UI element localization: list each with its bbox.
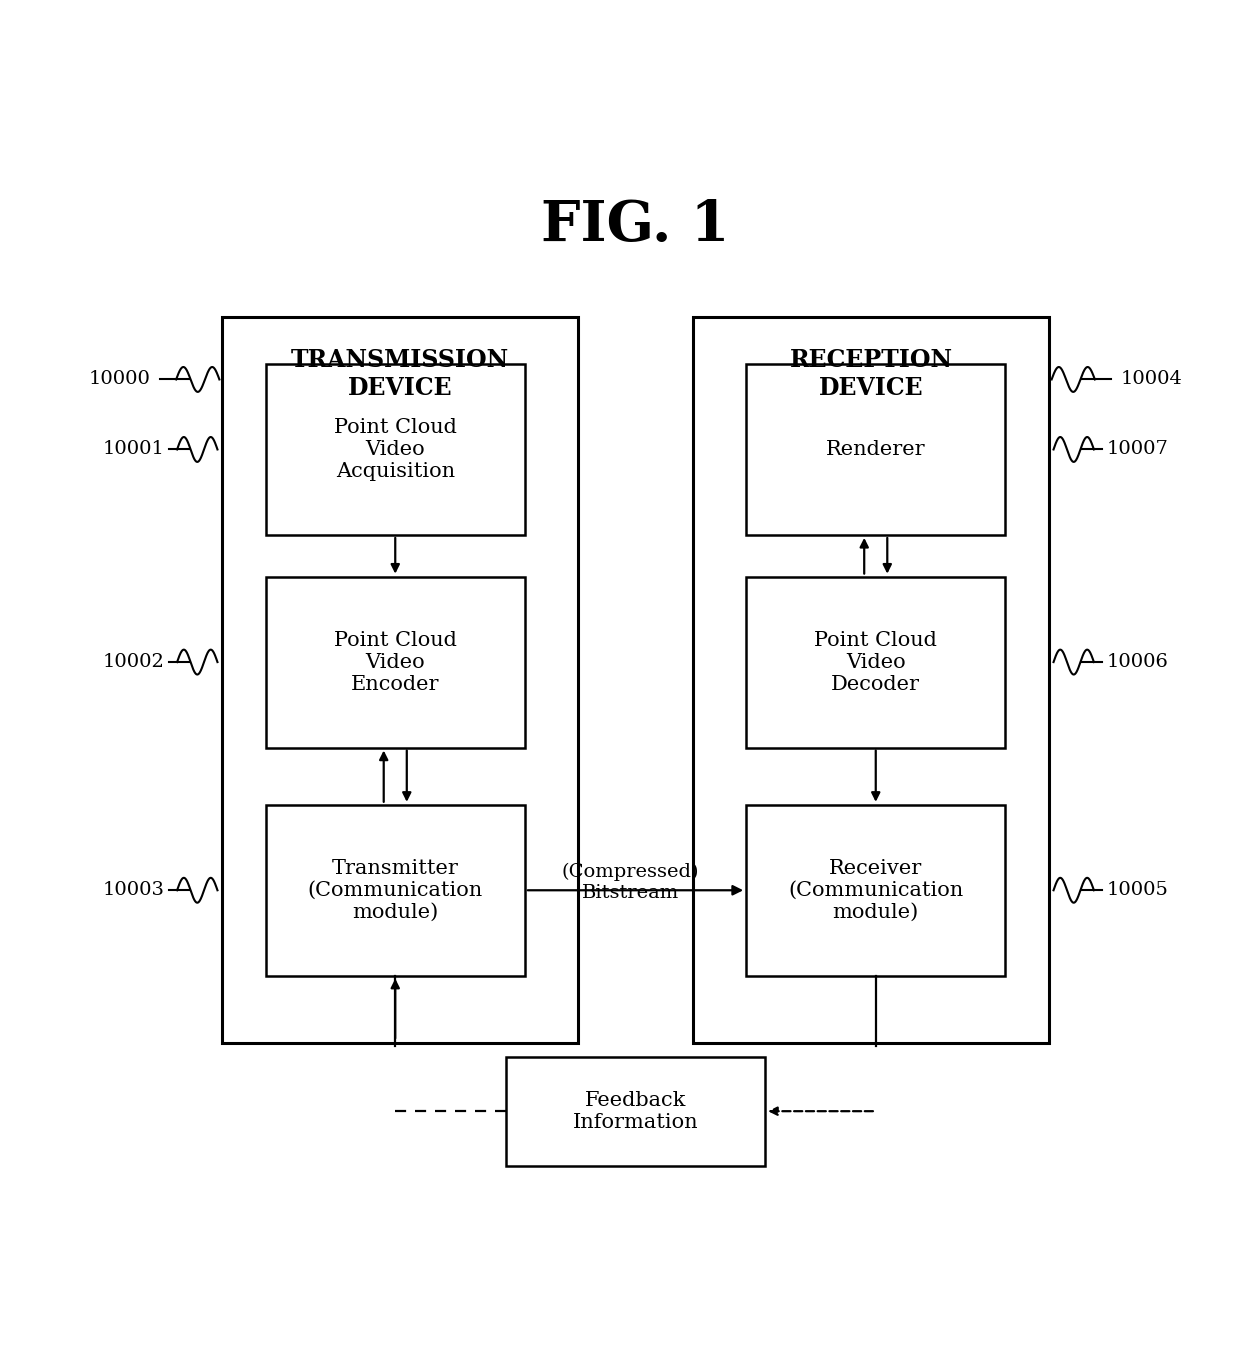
Bar xyxy=(746,364,1006,535)
Text: Point Cloud
Video
Encoder: Point Cloud Video Encoder xyxy=(334,630,456,694)
Text: 10001: 10001 xyxy=(103,440,165,458)
Bar xyxy=(746,804,1006,975)
Text: 10005: 10005 xyxy=(1106,881,1168,900)
Bar xyxy=(506,1057,765,1165)
Bar xyxy=(265,804,525,975)
Text: 10000: 10000 xyxy=(88,370,150,388)
Bar xyxy=(693,318,1049,1044)
Text: Point Cloud
Video
Acquisition: Point Cloud Video Acquisition xyxy=(334,418,456,481)
Bar xyxy=(746,577,1006,748)
Text: 10006: 10006 xyxy=(1106,653,1168,671)
Text: Point Cloud
Video
Decoder: Point Cloud Video Decoder xyxy=(815,630,937,694)
Text: Transmitter
(Communication
module): Transmitter (Communication module) xyxy=(308,859,482,921)
Text: 10007: 10007 xyxy=(1106,440,1168,458)
Text: TRANSMISSION
DEVICE: TRANSMISSION DEVICE xyxy=(291,349,510,400)
Bar xyxy=(265,364,525,535)
Text: 10002: 10002 xyxy=(103,653,165,671)
Text: Renderer: Renderer xyxy=(826,440,925,459)
Text: 10003: 10003 xyxy=(103,881,165,900)
Text: RECEPTION
DEVICE: RECEPTION DEVICE xyxy=(790,349,952,400)
Bar xyxy=(265,577,525,748)
Text: Feedback
Information: Feedback Information xyxy=(573,1091,698,1131)
Bar xyxy=(222,318,578,1044)
Text: (Compressed)
Bitstream: (Compressed) Bitstream xyxy=(562,863,699,902)
Text: FIG. 1: FIG. 1 xyxy=(542,198,729,253)
Text: Receiver
(Communication
module): Receiver (Communication module) xyxy=(789,859,963,921)
Text: 10004: 10004 xyxy=(1121,370,1183,388)
